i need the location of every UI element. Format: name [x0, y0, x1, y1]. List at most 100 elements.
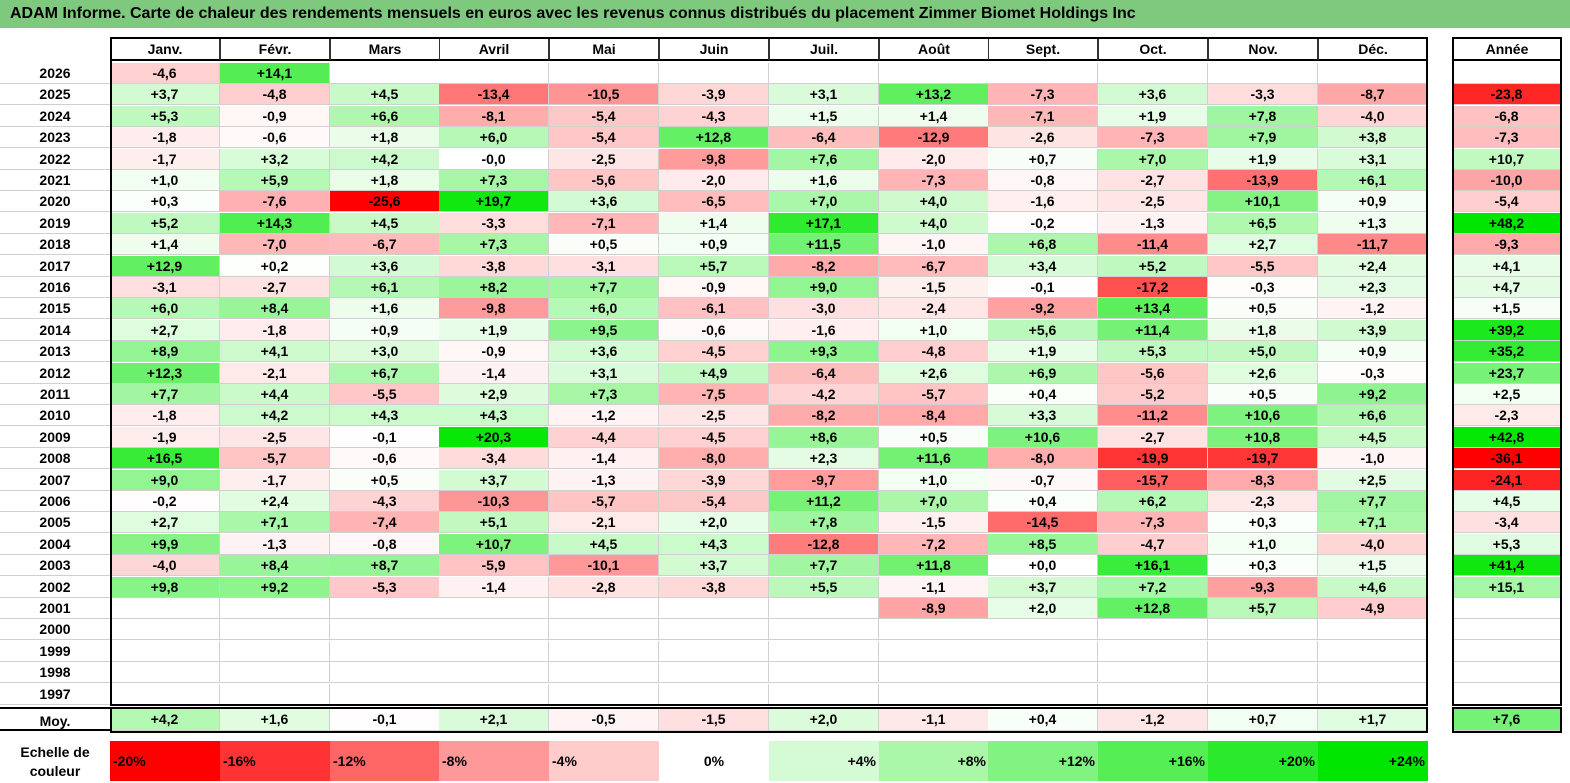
- month-header: Avril: [439, 37, 549, 61]
- heatmap-cell: +0,9: [659, 234, 769, 256]
- annual-cell: +4,1: [1452, 255, 1562, 277]
- heatmap-cell: -0,0: [439, 148, 549, 170]
- heatmap-cell: -1,4: [439, 576, 549, 598]
- heatmap-cell: -2,8: [549, 576, 659, 598]
- heatmap-cell: +13,4: [1098, 298, 1208, 320]
- heatmap-cell: +3,7: [439, 469, 549, 491]
- heatmap-cell: +14,3: [220, 212, 330, 234]
- heatmap-cell: [1318, 619, 1428, 641]
- heatmap-cell: +8,4: [220, 555, 330, 577]
- heatmap-cell: +0,5: [330, 469, 440, 491]
- heatmap-cell: [220, 640, 330, 662]
- heatmap-cell: -7,2: [879, 533, 989, 555]
- heatmap-cell: +5,3: [110, 105, 220, 127]
- heatmap-cell: +2,6: [879, 362, 989, 384]
- heatmap-cell: -11,7: [1318, 234, 1428, 256]
- heatmap-cell: +7,6: [769, 148, 879, 170]
- heatmap-cell: [988, 63, 1098, 84]
- heatmap-cell: -4,8: [879, 341, 989, 363]
- heatmap-cell: +4,2: [330, 148, 440, 170]
- heatmap-cell: +7,9: [1208, 127, 1318, 149]
- heatmap-cell: +9,9: [110, 533, 220, 555]
- heatmap-cell: -1,1: [879, 576, 989, 598]
- heatmap-cell: -2,0: [659, 170, 769, 191]
- heatmap-cell: +7,7: [1318, 491, 1428, 512]
- heatmap-cell: -2,6: [988, 127, 1098, 149]
- heatmap-cell: -1,8: [110, 405, 220, 427]
- heatmap-cell: +6,1: [1318, 170, 1428, 191]
- heatmap-cell: +6,0: [110, 298, 220, 320]
- heatmap-cell: [879, 63, 989, 84]
- year-label: 2018: [0, 234, 110, 256]
- heatmap-cell: +1,9: [1208, 148, 1318, 170]
- heatmap-cell: -7,1: [988, 105, 1098, 127]
- heatmap-cell: +12,3: [110, 362, 220, 384]
- heatmap-cell: -0,8: [988, 170, 1098, 191]
- month-header: Janv.: [110, 37, 220, 61]
- heatmap-cell: [769, 598, 879, 619]
- heatmap-cell: [659, 640, 769, 662]
- heatmap-cell: -14,5: [988, 512, 1098, 534]
- heatmap-cell: +0,3: [1208, 512, 1318, 534]
- heatmap-cell: -8,3: [1208, 469, 1318, 491]
- year-label: 2000: [0, 619, 110, 641]
- annual-cell: +48,2: [1452, 212, 1562, 234]
- heatmap-cell: -7,1: [549, 212, 659, 234]
- color-scale-step: -4%: [549, 741, 659, 781]
- year-label: 2022: [0, 149, 110, 170]
- color-scale-label-line1: Echelle de: [20, 744, 90, 760]
- average-cell: +2,1: [439, 707, 549, 731]
- heatmap-cell: [220, 662, 330, 684]
- heatmap-cell: +1,0: [1208, 533, 1318, 555]
- heatmap-cell: -8,2: [769, 255, 879, 277]
- heatmap-cell: +4,3: [659, 533, 769, 555]
- heatmap-cell: [330, 662, 440, 684]
- year-label: 2011: [0, 384, 110, 405]
- heatmap-cell: [220, 598, 330, 619]
- heatmap-cell: +3,1: [549, 362, 659, 384]
- color-scale-step: +8%: [879, 741, 989, 781]
- heatmap-cell: -8,2: [769, 405, 879, 427]
- heatmap-cell: +4,0: [879, 212, 989, 234]
- heatmap-cell: -9,7: [769, 469, 879, 491]
- year-label: 2009: [0, 427, 110, 448]
- heatmap-cell: [439, 63, 549, 84]
- heatmap-cell: +7,2: [1098, 576, 1208, 598]
- heatmap-cell: +7,8: [1208, 105, 1318, 127]
- heatmap-cell: [988, 619, 1098, 641]
- average-cell: +1,7: [1318, 707, 1428, 731]
- heatmap-cell: +4,5: [1318, 426, 1428, 448]
- heatmap-cell: -8,9: [879, 598, 989, 619]
- heatmap-cell: +7,3: [439, 234, 549, 256]
- heatmap-cell: +3,6: [330, 255, 440, 277]
- heatmap-cell: +6,9: [988, 362, 1098, 384]
- year-label: 2025: [0, 84, 110, 106]
- heatmap-cell: -2,5: [549, 148, 659, 170]
- heatmap-cell: +10,8: [1208, 426, 1318, 448]
- heatmap-cell: +1,8: [330, 170, 440, 191]
- heatmap-cell: [1318, 662, 1428, 684]
- heatmap-cell: +4,9: [659, 362, 769, 384]
- annual-cell: +10,7: [1452, 148, 1562, 170]
- heatmap-cell: +7,0: [769, 191, 879, 213]
- heatmap-cell: +0,5: [879, 426, 989, 448]
- heatmap-cell: +11,2: [769, 491, 879, 512]
- heatmap-cell: +11,5: [769, 234, 879, 256]
- heatmap-cell: [220, 619, 330, 641]
- heatmap-cell: [1208, 63, 1318, 84]
- heatmap-cell: +1,4: [879, 105, 989, 127]
- color-scale-step: +16%: [1098, 741, 1208, 781]
- heatmap-cell: +7,3: [439, 170, 549, 191]
- heatmap-cell: [330, 640, 440, 662]
- heatmap-cell: -4,5: [659, 426, 769, 448]
- heatmap-cell: [879, 683, 989, 705]
- heatmap-cell: -25,6: [330, 191, 440, 213]
- year-label: 2023: [0, 127, 110, 149]
- heatmap-cell: +7,8: [769, 512, 879, 534]
- heatmap-cell: +13,2: [879, 84, 989, 106]
- heatmap-cell: -0,7: [988, 469, 1098, 491]
- heatmap-cell: [439, 683, 549, 705]
- heatmap-cell: +5,0: [1208, 341, 1318, 363]
- heatmap-cell: +3,7: [988, 576, 1098, 598]
- heatmap-cell: +1,4: [110, 234, 220, 256]
